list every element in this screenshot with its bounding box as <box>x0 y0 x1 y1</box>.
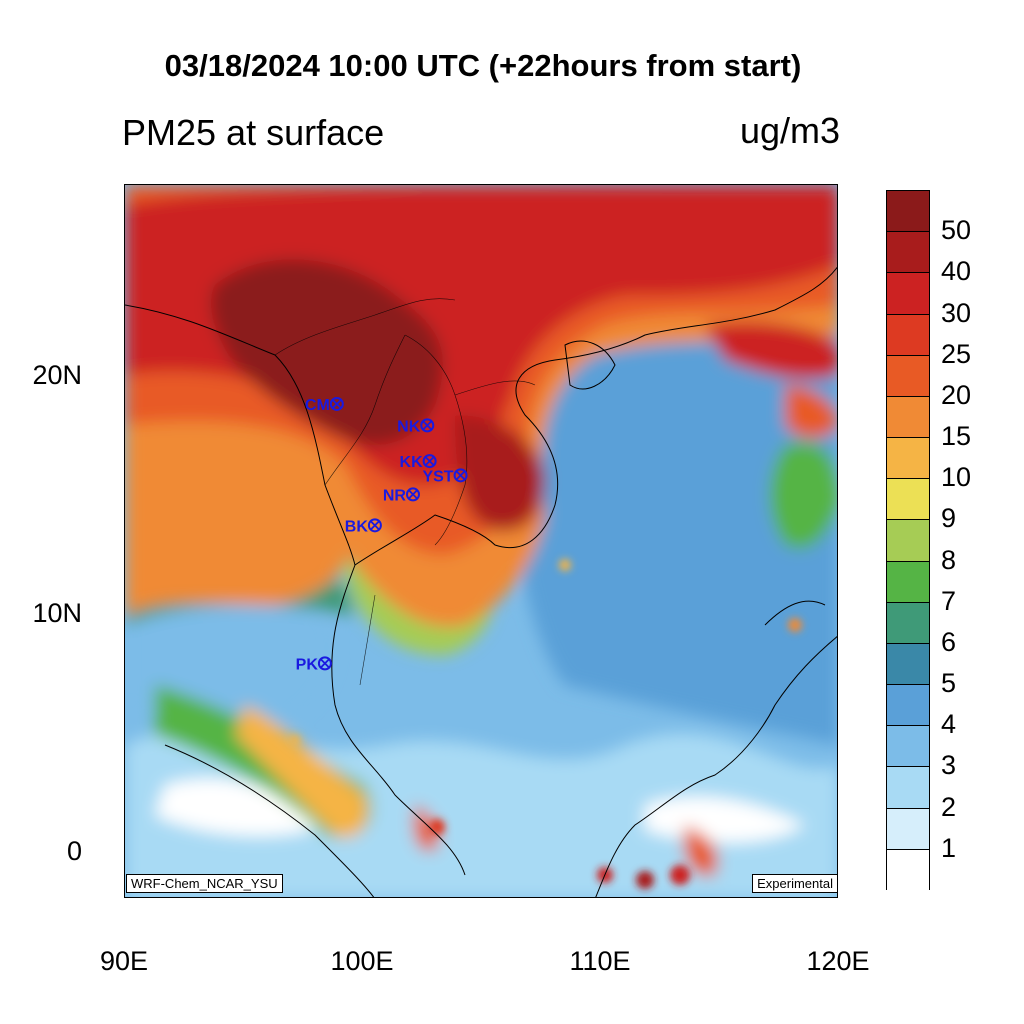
pm25-map: CM NK KK YST NR BK PK <box>124 184 838 898</box>
y-tick-label-10n: 10N <box>32 598 82 628</box>
station-marker-kk: KK <box>400 454 437 471</box>
colorbar-swatch <box>887 643 929 686</box>
colorbar-label: 40 <box>941 256 972 287</box>
colorbar-swatch <box>887 561 929 603</box>
station-symbol-icon <box>317 656 332 671</box>
colorbar-swatch <box>887 479 929 521</box>
colorbar <box>886 190 930 891</box>
map-title: 03/18/2024 10:00 UTC (+22hours from star… <box>164 48 802 83</box>
y-tick-label-0: 0 <box>66 836 82 866</box>
colorbar-label: 30 <box>941 297 972 328</box>
coastlines <box>125 266 837 897</box>
station-symbol-icon <box>329 396 344 411</box>
station-marker-nk: NK <box>397 418 435 435</box>
colorbar-swatch <box>887 602 929 644</box>
station-marker-nr: NR <box>383 487 420 504</box>
station-symbol-icon <box>420 418 435 433</box>
colorbar-swatch <box>887 396 929 439</box>
colorbar-label: 25 <box>941 338 972 369</box>
colorbar-label: 20 <box>941 379 972 410</box>
station-label: NK <box>397 418 421 435</box>
station-marker-yst: YST <box>422 468 468 485</box>
colorbar-label: 15 <box>941 421 972 452</box>
station-label: KK <box>400 454 424 471</box>
colorbar-label: 8 <box>941 544 957 575</box>
y-tick-label-20n: 20N <box>32 360 82 390</box>
colorbar-swatch <box>887 849 929 891</box>
colorbar-label: 50 <box>941 215 972 246</box>
station-symbol-icon <box>367 518 382 533</box>
station-label: CM <box>305 397 330 414</box>
station-marker-bk: BK <box>345 518 382 535</box>
colorbar-swatch <box>887 191 929 233</box>
units-label: ug/m3 <box>739 110 840 151</box>
colorbar-swatch <box>887 273 929 315</box>
colorbar-label: 1 <box>941 832 957 863</box>
station-symbol-icon <box>422 454 437 469</box>
station-symbol-icon <box>453 468 468 483</box>
station-label: YST <box>422 468 453 485</box>
station-label: BK <box>345 518 369 535</box>
colorbar-label: 2 <box>941 791 957 822</box>
experimental-tag: Experimental <box>752 874 838 893</box>
station-marker-cm: CM <box>305 396 344 414</box>
colorbar-swatch <box>887 314 929 356</box>
colorbar-label: 3 <box>941 750 957 781</box>
colorbar-swatch <box>887 726 929 768</box>
colorbar-swatch <box>887 438 929 480</box>
station-label: PK <box>296 656 319 673</box>
model-credit: WRF-Chem_NCAR_YSU <box>126 874 283 893</box>
colorbar-label: 10 <box>941 462 972 493</box>
colorbar-swatch <box>887 808 929 850</box>
colorbar-swatch <box>887 232 929 274</box>
colorbar-swatch <box>887 767 929 809</box>
x-tick-label-110e: 110E <box>569 946 631 976</box>
station-label: NR <box>383 487 407 504</box>
x-tick-label-90e: 90E <box>99 946 149 976</box>
country-borders <box>274 298 536 686</box>
colorbar-swatch <box>887 520 929 562</box>
colorbar-label: 6 <box>941 626 957 657</box>
colorbar-label: 7 <box>941 585 957 616</box>
hotspot-cells <box>290 559 802 889</box>
colorbar-swatch <box>887 685 929 727</box>
x-tick-label-120e: 120E <box>806 946 870 976</box>
concentration-field <box>125 185 837 897</box>
colorbar-label: 9 <box>941 503 957 534</box>
colorbar-swatch <box>887 355 929 397</box>
colorbar-label: 5 <box>941 668 957 699</box>
x-tick-label-100e: 100E <box>330 946 394 976</box>
colorbar-label: 4 <box>941 709 957 740</box>
variable-label: PM25 at surface <box>122 112 385 153</box>
station-marker-pk: PK <box>296 656 332 673</box>
station-symbol-icon <box>405 487 420 502</box>
